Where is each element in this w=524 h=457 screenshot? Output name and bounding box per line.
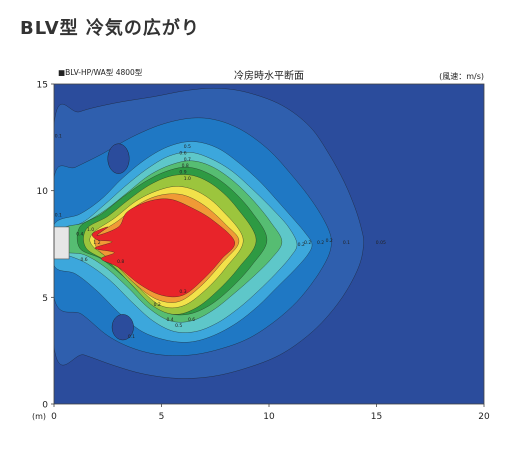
x-unit-label: (m): [32, 412, 46, 421]
y-tick-label: 0: [42, 401, 48, 411]
contour-label: 0.7: [184, 157, 191, 163]
contour-label: 0.6: [179, 150, 186, 156]
contour-label: 1.2: [93, 240, 100, 246]
contour-1.5: [91, 198, 235, 298]
x-tick-label: 10: [263, 412, 275, 422]
contour-label: 0.4: [167, 317, 174, 323]
contour-label: 1.0: [87, 227, 94, 233]
contour-label: 0.2: [298, 242, 305, 248]
y-tick-label: 15: [37, 81, 48, 91]
page-heading: BLV型 冷気の広がり: [20, 18, 200, 39]
contour-label: 0.8: [182, 163, 189, 169]
contour-labels: 0.050.10.2 0.20.20.20.50.60.70.80.91.00.1…: [55, 133, 386, 340]
contour-label: 0.2: [317, 240, 324, 246]
x-axis: 0 5 10 15 20: [51, 404, 490, 422]
y-axis: 0 5 10 15: [37, 81, 54, 411]
y-tick-label: 10: [37, 187, 49, 197]
contour-layer: [54, 87, 364, 379]
chart-subtitle: ■BLV-HP/WA型 4800型: [58, 68, 143, 77]
contour-label: 0.3: [179, 289, 186, 295]
y-tick-label: 5: [42, 294, 48, 304]
x-tick-label: 5: [159, 412, 165, 422]
unit-label: (風速：m/s): [439, 72, 484, 81]
dark-spot-2: [111, 314, 134, 341]
contour-label: 0.6: [81, 257, 88, 263]
contour-label: 0.2: [304, 240, 311, 246]
x-tick-label: 15: [371, 412, 382, 422]
dark-spots: [107, 143, 134, 341]
contour-label: 0.6: [188, 317, 195, 323]
contour-label: 0.05: [376, 240, 386, 246]
contour-label: 0.4: [76, 231, 83, 237]
contour-label: 0.9: [179, 170, 186, 176]
x-tick-label: 20: [478, 412, 490, 422]
contour-label: 1.0: [184, 176, 191, 182]
contour-label: 0.8: [117, 259, 124, 265]
contour-label: 0.5: [175, 323, 182, 329]
contour-label: 0.1: [55, 212, 62, 218]
chart-title: 冷房時水平断面: [234, 69, 304, 82]
contour-label: 0.2: [154, 302, 161, 308]
contour-label: 0.5: [184, 144, 191, 150]
contour-label: 0.1: [55, 133, 62, 139]
contour-label: 0.1: [343, 240, 350, 246]
contour-label: 0.2: [326, 238, 333, 244]
air-outlet: [53, 226, 70, 260]
x-tick-label: 0: [51, 412, 57, 422]
contour-label: 0.1: [128, 334, 135, 340]
dark-spot-1: [107, 143, 130, 174]
